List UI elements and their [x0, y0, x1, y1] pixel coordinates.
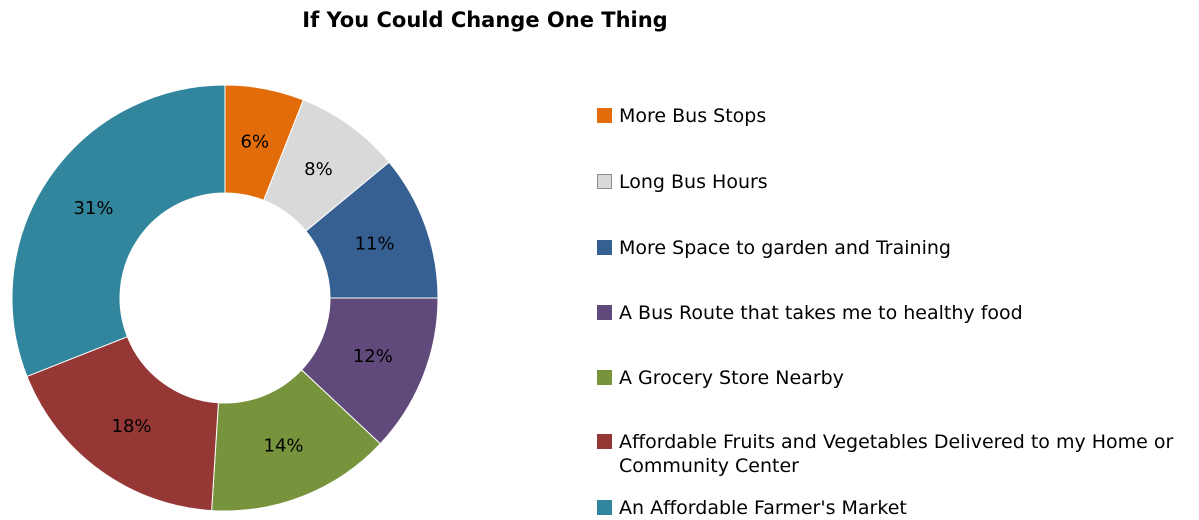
- legend-item-3: More Space to garden and Training: [597, 236, 1189, 260]
- legend-item-7: An Affordable Farmer's Market: [597, 496, 1189, 520]
- legend-item-5: A Grocery Store Nearby: [597, 366, 1189, 390]
- legend-swatch: [597, 108, 612, 123]
- legend-item-2: Long Bus Hours: [597, 170, 1189, 194]
- legend-swatch: [597, 174, 612, 189]
- data-label-3: 11%: [355, 234, 395, 255]
- slices-group: [11, 84, 439, 512]
- legend-label: A Bus Route that takes me to healthy foo…: [619, 302, 1023, 324]
- legend-swatch: [597, 500, 612, 515]
- data-label-7: 31%: [73, 198, 113, 219]
- chart-title: If You Could Change One Thing: [302, 8, 668, 32]
- legend-swatch: [597, 305, 612, 320]
- legend-label: Long Bus Hours: [619, 171, 768, 193]
- legend-swatch: [597, 434, 612, 449]
- legend-swatch: [597, 370, 612, 385]
- legend-label: More Space to garden and Training: [619, 237, 951, 259]
- legend-swatch: [597, 240, 612, 255]
- legend-label: An Affordable Farmer's Market: [619, 497, 907, 519]
- legend-label: Affordable Fruits and Vegetables Deliver…: [619, 431, 1174, 477]
- legend-item-6: Affordable Fruits and Vegetables Deliver…: [597, 430, 1189, 478]
- data-label-2: 8%: [304, 159, 333, 180]
- legend: More Bus Stops Long Bus Hours More Space t…: [597, 0, 1197, 519]
- slice-6: [26, 336, 219, 512]
- data-label-6: 18%: [112, 416, 152, 437]
- legend-item-1: More Bus Stops: [597, 104, 1189, 128]
- data-label-4: 12%: [353, 346, 393, 367]
- legend-label: More Bus Stops: [619, 105, 767, 127]
- data-label-1: 6%: [241, 131, 270, 152]
- legend-item-4: A Bus Route that takes me to healthy foo…: [597, 301, 1189, 325]
- slice-5: [211, 369, 381, 512]
- legend-label: A Grocery Store Nearby: [619, 367, 844, 389]
- slice-7: [11, 84, 226, 378]
- data-label-5: 14%: [264, 435, 304, 456]
- data-labels-group: 6% 8% 11% 12% 14% 18% 31%: [73, 131, 394, 456]
- donut-chart: 6% 8% 11% 12% 14% 18% 31%: [11, 84, 439, 512]
